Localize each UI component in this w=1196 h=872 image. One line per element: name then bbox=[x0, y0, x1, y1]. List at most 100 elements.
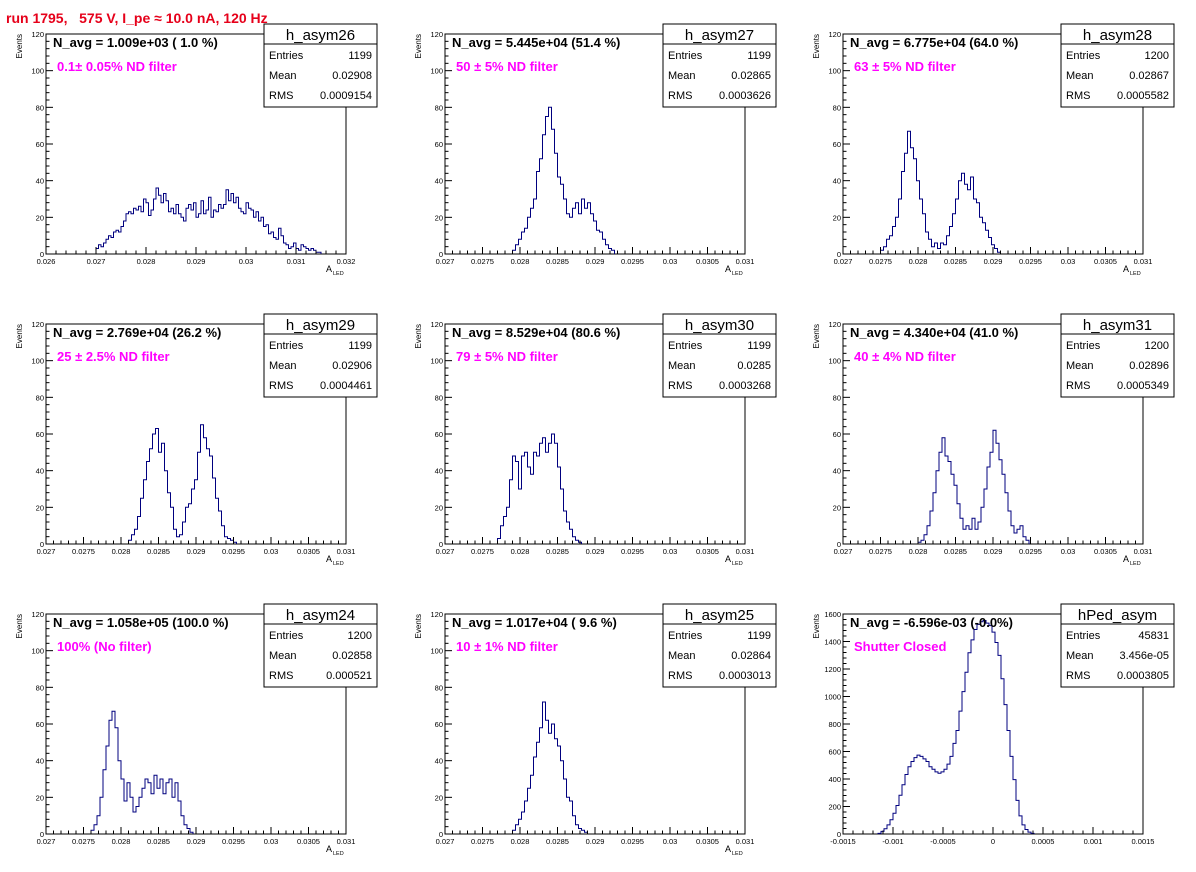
stats-key: Entries bbox=[668, 340, 703, 352]
histogram-bin bbox=[189, 205, 192, 255]
x-tick-label: 0.027 bbox=[436, 547, 455, 556]
x-tick-label: 0.028 bbox=[137, 257, 156, 266]
x-tick-label: 0.0275 bbox=[471, 257, 494, 266]
histogram-bin bbox=[519, 489, 522, 544]
stats-key: Mean bbox=[269, 650, 297, 662]
histogram-bin bbox=[950, 756, 953, 834]
y-tick-label: 20 bbox=[36, 503, 44, 512]
y-tick-label: 40 bbox=[36, 177, 44, 186]
histogram-bin bbox=[159, 195, 162, 254]
y-tick-label: 0 bbox=[837, 540, 841, 549]
y-tick-label: 20 bbox=[833, 213, 841, 222]
stats-box-title: h_asym24 bbox=[286, 607, 355, 624]
histogram-bin bbox=[998, 655, 1001, 834]
stats-box: h_asym28 Entries 1200 Mean 0.02867 RMS 0.00055… bbox=[1060, 23, 1175, 108]
histogram-bin bbox=[254, 217, 257, 254]
stats-key: RMS bbox=[668, 380, 692, 392]
x-tick-label: 0.0285 bbox=[147, 837, 170, 846]
navg-label: N_avg = 4.340e+04 (41.0 %) bbox=[850, 325, 1018, 340]
histogram-bin bbox=[181, 217, 184, 254]
stats-value: 0.000521 bbox=[326, 670, 372, 682]
y-tick-label: 40 bbox=[435, 177, 443, 186]
histogram-bin bbox=[974, 199, 977, 254]
x-tick-label: 0 bbox=[991, 837, 995, 846]
x-axis-label-subscript: LED bbox=[333, 851, 344, 857]
filter-label: 25 ± 2.5% ND filter bbox=[57, 349, 170, 364]
y-axis-label: Events bbox=[15, 324, 24, 348]
navg-label: N_avg = 5.445e+04 (51.4 %) bbox=[452, 35, 620, 50]
stats-box-frame bbox=[662, 603, 777, 688]
stats-value: 1199 bbox=[348, 50, 372, 62]
y-tick-label: 60 bbox=[833, 140, 841, 149]
stats-key: Entries bbox=[1066, 50, 1101, 62]
y-tick-label: 60 bbox=[36, 720, 44, 729]
x-tick-label: 0.031 bbox=[736, 257, 755, 266]
y-tick-label: 80 bbox=[36, 683, 44, 692]
stats-value: 1200 bbox=[1145, 340, 1169, 352]
histogram-bin bbox=[531, 474, 534, 544]
run-title: run 1795, 575 V, I_pe ≈ 10.0 nA, 120 Hz bbox=[6, 10, 268, 26]
stats-key: Mean bbox=[668, 70, 696, 82]
histogram-bin bbox=[309, 250, 312, 254]
x-tick-label: 0.0285 bbox=[944, 547, 967, 556]
histogram-bin bbox=[129, 212, 132, 254]
histogram-bin bbox=[269, 234, 272, 254]
x-tick-label: 0.0295 bbox=[621, 257, 644, 266]
x-tick-label: 0.031 bbox=[1134, 547, 1153, 556]
y-tick-label: 80 bbox=[833, 393, 841, 402]
y-tick-label: 40 bbox=[833, 177, 841, 186]
y-tick-label: 60 bbox=[36, 140, 44, 149]
x-tick-label: 0.0285 bbox=[546, 547, 569, 556]
stats-box: h_asym29 Entries 1199 Mean 0.02906 RMS 0.00044… bbox=[263, 313, 378, 398]
y-tick-label: 0 bbox=[837, 250, 841, 259]
histogram-bin bbox=[953, 743, 956, 834]
histogram-bin bbox=[159, 452, 162, 544]
x-tick-label: 0.0305 bbox=[297, 837, 320, 846]
histogram-bin bbox=[567, 214, 570, 254]
y-tick-label: 20 bbox=[36, 213, 44, 222]
x-tick-label: 0.031 bbox=[1134, 257, 1153, 266]
x-tick-label: 0.0275 bbox=[869, 547, 892, 556]
y-tick-label: 200 bbox=[828, 803, 841, 812]
x-axis-label-subscript: LED bbox=[732, 561, 743, 567]
x-tick-label: -0.0005 bbox=[930, 837, 955, 846]
histogram-bin bbox=[968, 653, 971, 834]
stats-key: RMS bbox=[1066, 90, 1090, 102]
x-tick-label: 0.029 bbox=[984, 547, 1003, 556]
stats-box-frame bbox=[1060, 313, 1175, 398]
stats-box-title: h_asym28 bbox=[1083, 27, 1152, 44]
x-tick-label: 0.03 bbox=[663, 837, 678, 846]
x-axis-label: A bbox=[326, 264, 332, 274]
histogram-bin bbox=[947, 764, 950, 834]
y-axis-label: Events bbox=[15, 34, 24, 58]
y-tick-label: 60 bbox=[435, 430, 443, 439]
x-axis-label: A bbox=[725, 844, 731, 854]
histogram-line bbox=[497, 433, 582, 544]
x-tick-label: 0.03 bbox=[663, 547, 678, 556]
histogram-bin bbox=[971, 640, 974, 834]
y-tick-label: 100 bbox=[828, 357, 841, 366]
y-axis-label: Events bbox=[812, 614, 821, 638]
stats-box: h_asym30 Entries 1199 Mean 0.0285 RMS 0.000326… bbox=[662, 313, 777, 398]
histogram-bin bbox=[229, 201, 232, 254]
stats-box: h_asym24 Entries 1200 Mean 0.02858 RMS 0.00052… bbox=[263, 603, 378, 688]
histogram-bin bbox=[555, 739, 558, 834]
stats-value: 1199 bbox=[348, 340, 372, 352]
stats-key: Mean bbox=[1066, 650, 1094, 662]
histogram-bin bbox=[962, 173, 965, 254]
histogram-bin bbox=[289, 249, 292, 255]
histogram-line bbox=[512, 701, 588, 834]
x-tick-label: 0.0285 bbox=[147, 547, 170, 556]
y-tick-label: 120 bbox=[430, 30, 443, 39]
stats-key: RMS bbox=[269, 90, 293, 102]
stats-value: 0.0004461 bbox=[320, 380, 372, 392]
x-tick-label: 0.03 bbox=[1061, 547, 1076, 556]
stats-box-title: h_asym26 bbox=[286, 27, 355, 44]
filter-label: 40 ± 4% ND filter bbox=[854, 349, 956, 364]
y-tick-label: 120 bbox=[31, 30, 44, 39]
navg-label: N_avg = 1.058e+05 (100.0 %) bbox=[53, 615, 229, 630]
y-tick-label: 100 bbox=[31, 647, 44, 656]
x-tick-label: 0.0285 bbox=[944, 257, 967, 266]
stats-key: RMS bbox=[668, 670, 692, 682]
histogram-bin bbox=[191, 210, 194, 254]
